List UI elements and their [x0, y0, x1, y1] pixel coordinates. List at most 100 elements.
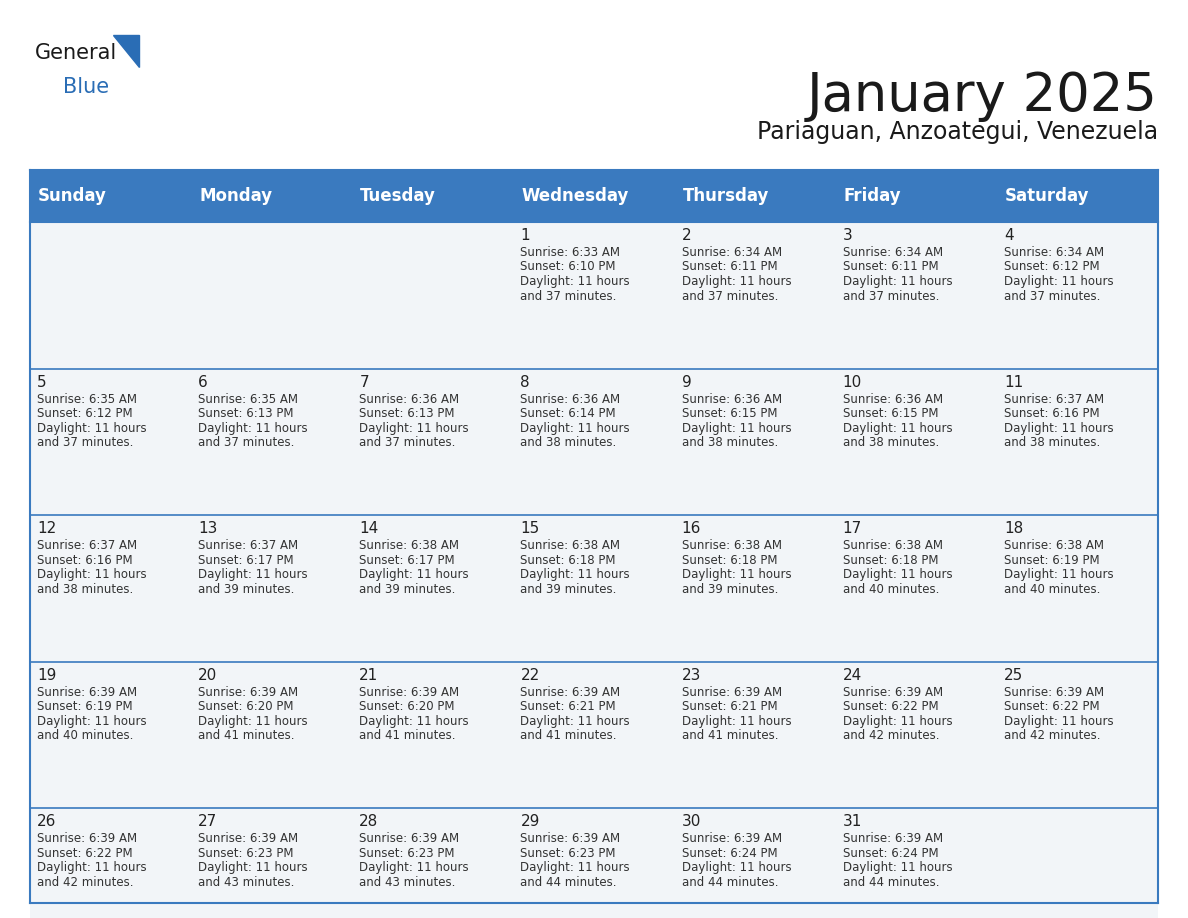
Bar: [353, 662, 513, 809]
Bar: [997, 809, 1158, 918]
Text: and 40 minutes.: and 40 minutes.: [37, 729, 133, 743]
Text: and 39 minutes.: and 39 minutes.: [520, 583, 617, 596]
Bar: [513, 369, 675, 515]
Text: and 44 minutes.: and 44 minutes.: [842, 876, 940, 889]
Text: Sunset: 6:18 PM: Sunset: 6:18 PM: [682, 554, 777, 566]
Text: Sunset: 6:24 PM: Sunset: 6:24 PM: [682, 847, 777, 860]
Text: and 39 minutes.: and 39 minutes.: [359, 583, 456, 596]
Text: 13: 13: [198, 521, 217, 536]
Bar: [191, 662, 353, 809]
Text: Daylight: 11 hours: Daylight: 11 hours: [1004, 421, 1113, 434]
Text: Sunset: 6:19 PM: Sunset: 6:19 PM: [37, 700, 133, 713]
Text: 19: 19: [37, 667, 56, 683]
Text: Daylight: 11 hours: Daylight: 11 hours: [198, 421, 308, 434]
Text: Sunrise: 6:38 AM: Sunrise: 6:38 AM: [1004, 539, 1104, 553]
Text: 12: 12: [37, 521, 56, 536]
Text: Sunrise: 6:39 AM: Sunrise: 6:39 AM: [520, 833, 620, 845]
Text: Sunset: 6:11 PM: Sunset: 6:11 PM: [682, 261, 777, 274]
Text: Friday: Friday: [843, 187, 902, 205]
Text: and 40 minutes.: and 40 minutes.: [842, 583, 939, 596]
Text: and 37 minutes.: and 37 minutes.: [359, 436, 456, 449]
Text: Daylight: 11 hours: Daylight: 11 hours: [1004, 568, 1113, 581]
Text: and 38 minutes.: and 38 minutes.: [842, 436, 939, 449]
Text: Sunrise: 6:39 AM: Sunrise: 6:39 AM: [359, 686, 460, 699]
Text: Sunrise: 6:36 AM: Sunrise: 6:36 AM: [359, 393, 460, 406]
Text: Sunrise: 6:39 AM: Sunrise: 6:39 AM: [198, 833, 298, 845]
Text: Daylight: 11 hours: Daylight: 11 hours: [520, 861, 630, 875]
Text: Daylight: 11 hours: Daylight: 11 hours: [682, 421, 791, 434]
Bar: [675, 809, 835, 918]
Text: Sunrise: 6:34 AM: Sunrise: 6:34 AM: [1004, 246, 1104, 259]
Text: 29: 29: [520, 814, 539, 829]
Text: Daylight: 11 hours: Daylight: 11 hours: [682, 715, 791, 728]
Text: Sunset: 6:24 PM: Sunset: 6:24 PM: [842, 847, 939, 860]
Text: 15: 15: [520, 521, 539, 536]
Text: 27: 27: [198, 814, 217, 829]
Text: Wednesday: Wednesday: [522, 187, 628, 205]
Bar: [191, 809, 353, 918]
Bar: [997, 222, 1158, 369]
Text: Sunset: 6:18 PM: Sunset: 6:18 PM: [842, 554, 939, 566]
Text: and 37 minutes.: and 37 minutes.: [842, 289, 939, 303]
Text: and 38 minutes.: and 38 minutes.: [1004, 436, 1100, 449]
Text: Daylight: 11 hours: Daylight: 11 hours: [198, 715, 308, 728]
Text: 5: 5: [37, 375, 46, 389]
Text: Daylight: 11 hours: Daylight: 11 hours: [682, 861, 791, 875]
Bar: [835, 170, 997, 222]
Bar: [997, 662, 1158, 809]
Bar: [191, 515, 353, 662]
Text: and 41 minutes.: and 41 minutes.: [520, 729, 617, 743]
Text: 16: 16: [682, 521, 701, 536]
Bar: [835, 369, 997, 515]
Text: Sunset: 6:15 PM: Sunset: 6:15 PM: [682, 407, 777, 420]
Text: Daylight: 11 hours: Daylight: 11 hours: [198, 861, 308, 875]
Text: and 43 minutes.: and 43 minutes.: [198, 876, 295, 889]
Text: Daylight: 11 hours: Daylight: 11 hours: [37, 568, 146, 581]
Text: Sunset: 6:16 PM: Sunset: 6:16 PM: [1004, 407, 1099, 420]
Text: 14: 14: [359, 521, 379, 536]
Text: Sunset: 6:19 PM: Sunset: 6:19 PM: [1004, 554, 1099, 566]
Text: Sunrise: 6:38 AM: Sunrise: 6:38 AM: [359, 539, 460, 553]
Text: 26: 26: [37, 814, 56, 829]
Bar: [30, 515, 191, 662]
Text: 7: 7: [359, 375, 369, 389]
Text: and 44 minutes.: and 44 minutes.: [520, 876, 617, 889]
Text: Daylight: 11 hours: Daylight: 11 hours: [520, 275, 630, 288]
Text: 24: 24: [842, 667, 862, 683]
Text: and 37 minutes.: and 37 minutes.: [682, 289, 778, 303]
Text: Sunrise: 6:39 AM: Sunrise: 6:39 AM: [520, 686, 620, 699]
Text: Sunset: 6:16 PM: Sunset: 6:16 PM: [37, 554, 133, 566]
Text: Daylight: 11 hours: Daylight: 11 hours: [37, 715, 146, 728]
Text: and 39 minutes.: and 39 minutes.: [198, 583, 295, 596]
Bar: [30, 222, 191, 369]
Text: Daylight: 11 hours: Daylight: 11 hours: [198, 568, 308, 581]
Text: Daylight: 11 hours: Daylight: 11 hours: [520, 715, 630, 728]
Text: and 38 minutes.: and 38 minutes.: [37, 583, 133, 596]
Text: Sunset: 6:11 PM: Sunset: 6:11 PM: [842, 261, 939, 274]
Bar: [997, 515, 1158, 662]
Text: and 43 minutes.: and 43 minutes.: [359, 876, 456, 889]
Text: Sunrise: 6:39 AM: Sunrise: 6:39 AM: [37, 833, 137, 845]
Bar: [675, 662, 835, 809]
Text: Daylight: 11 hours: Daylight: 11 hours: [37, 861, 146, 875]
Text: Sunset: 6:21 PM: Sunset: 6:21 PM: [682, 700, 777, 713]
Text: Sunset: 6:10 PM: Sunset: 6:10 PM: [520, 261, 615, 274]
Text: and 37 minutes.: and 37 minutes.: [198, 436, 295, 449]
Bar: [675, 369, 835, 515]
Text: Daylight: 11 hours: Daylight: 11 hours: [842, 861, 953, 875]
Text: Sunset: 6:17 PM: Sunset: 6:17 PM: [359, 554, 455, 566]
Bar: [191, 170, 353, 222]
Text: Sunset: 6:13 PM: Sunset: 6:13 PM: [359, 407, 455, 420]
Bar: [353, 809, 513, 918]
Text: Pariaguan, Anzoategui, Venezuela: Pariaguan, Anzoategui, Venezuela: [757, 120, 1158, 144]
Text: Sunday: Sunday: [38, 187, 107, 205]
Text: Sunset: 6:23 PM: Sunset: 6:23 PM: [520, 847, 615, 860]
Bar: [353, 222, 513, 369]
Text: Daylight: 11 hours: Daylight: 11 hours: [359, 861, 469, 875]
Bar: [835, 809, 997, 918]
Text: Sunset: 6:23 PM: Sunset: 6:23 PM: [198, 847, 293, 860]
Text: Sunset: 6:12 PM: Sunset: 6:12 PM: [37, 407, 133, 420]
Text: Sunset: 6:20 PM: Sunset: 6:20 PM: [198, 700, 293, 713]
Text: Monday: Monday: [200, 187, 272, 205]
Text: Saturday: Saturday: [1005, 187, 1089, 205]
